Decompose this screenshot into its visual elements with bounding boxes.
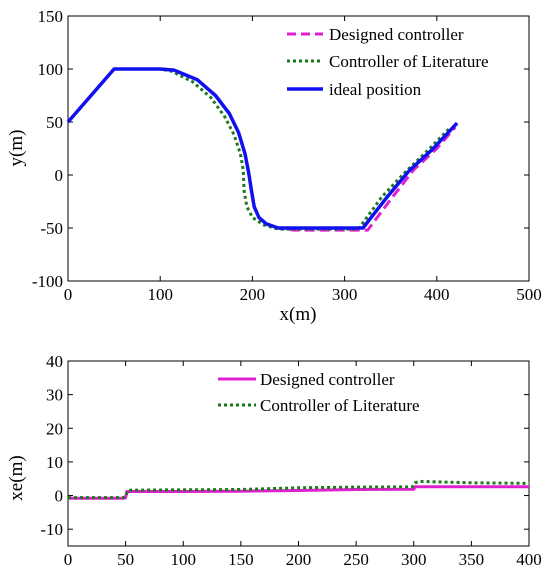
x-tick-label: 300	[332, 285, 358, 304]
trajectory-chart: 0 100 200 300 400 500 -100 -50 0 50 100 150 x(m) y(…	[6, 7, 542, 325]
y-tick-label: 50	[46, 113, 63, 132]
trajectory-plot-frame	[67, 15, 530, 282]
y-tick-label: 0	[55, 487, 64, 506]
x-tick-label: 500	[516, 285, 542, 304]
x-tick-label: 0	[64, 550, 73, 569]
series-line-controller-of-literature	[66, 67, 452, 231]
y-tick-label: 40	[46, 352, 63, 371]
x-tick-label: 400	[516, 550, 542, 569]
error-legend: Designed controller Controller of Litera…	[218, 370, 420, 415]
trajectory-y-axis-label: y(m)	[6, 130, 27, 167]
x-tick-label: 50	[117, 550, 134, 569]
x-tick-label: 400	[424, 285, 450, 304]
x-tick-label: 150	[228, 550, 254, 569]
legend-label-controller-of-literature: Controller of Literature	[329, 52, 489, 71]
y-tick-label: 30	[46, 386, 63, 405]
y-tick-label: -10	[40, 520, 63, 539]
series-line-controller-of-literature	[68, 479, 530, 500]
y-tick-label: -50	[40, 219, 63, 238]
x-tick-label: 300	[401, 550, 427, 569]
series-line-designed-controller	[68, 485, 529, 500]
x-tick-label: 100	[171, 550, 197, 569]
trajectory-legend: Designed controller Controller of Litera…	[287, 25, 489, 99]
y-tick-label: 10	[46, 453, 63, 472]
x-tick-label: 200	[286, 550, 312, 569]
trajectory-series	[66, 67, 459, 232]
x-tick-label: 0	[64, 285, 73, 304]
x-tick-label: 100	[147, 285, 173, 304]
x-tick-label: 200	[240, 285, 266, 304]
y-tick-label: 100	[38, 60, 64, 79]
series-line-designed-controller	[66, 67, 457, 232]
error-series	[68, 479, 530, 500]
trajectory-ticks: 0 100 200 300 400 500 -100 -50 0 50 100 150	[32, 7, 542, 304]
trajectory-x-axis-label: x(m)	[280, 304, 317, 325]
legend-label-designed-controller-2: Designed controller	[260, 370, 395, 389]
legend-label-designed-controller: Designed controller	[329, 25, 464, 44]
series-line-ideal-position	[66, 67, 459, 230]
legend-label-ideal-position: ideal position	[329, 80, 422, 99]
error-y-axis-label: xe(m)	[6, 455, 27, 500]
x-tick-label: 350	[459, 550, 485, 569]
x-tick-label: 250	[343, 550, 369, 569]
y-tick-label: 150	[38, 7, 64, 26]
legend-label-controller-of-literature-2: Controller of Literature	[260, 396, 420, 415]
y-tick-label: 20	[46, 419, 63, 438]
y-tick-label: 0	[55, 166, 64, 185]
y-tick-label: -100	[32, 272, 63, 291]
